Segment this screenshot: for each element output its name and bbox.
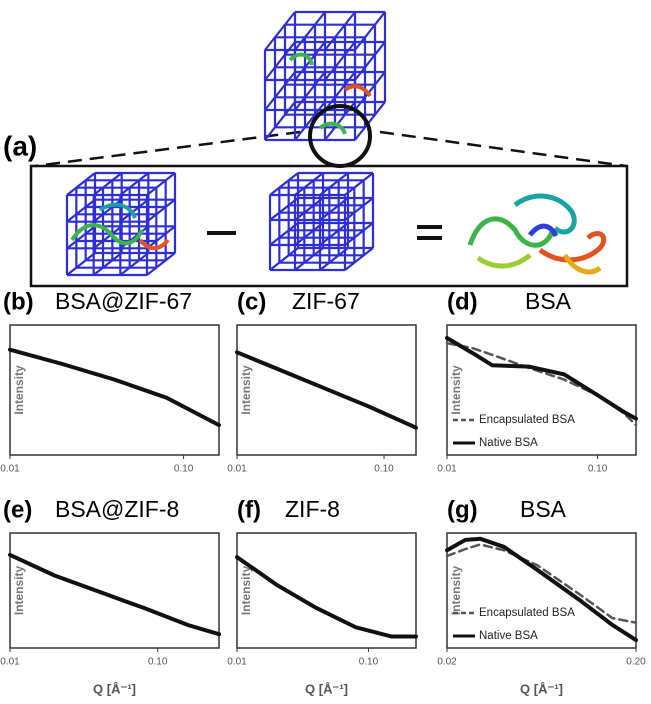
chart-title: BSA@ZIF-67 (55, 288, 192, 314)
x-axis-label: Q [Å⁻¹] (520, 681, 563, 696)
chart-title: BSA@ZIF-8 (55, 496, 179, 522)
y-axis-label: Intensity (239, 365, 253, 415)
x-tick-label: 0.01 (227, 657, 247, 668)
y-axis-label: Intensity (239, 566, 253, 616)
chart-title: ZIF-8 (285, 496, 340, 522)
y-axis-label: Intensity (449, 365, 463, 415)
panel-label: (e) (3, 496, 32, 523)
chart-title: ZIF-67 (292, 288, 360, 314)
panel-label: (g) (447, 496, 478, 523)
x-tick-label: 0.10 (588, 464, 608, 475)
panel-label: (b) (3, 288, 34, 315)
panel-label: (d) (447, 288, 478, 315)
legend-label: Native BSA (479, 437, 538, 449)
y-axis-label: Intensity (12, 365, 26, 415)
x-tick-label: 0.10 (174, 464, 194, 475)
legend-label: Native BSA (479, 630, 538, 642)
chart-title: BSA (525, 288, 572, 314)
x-tick-label: 0.01 (0, 464, 20, 475)
x-tick-label: 0.01 (227, 464, 247, 475)
y-axis-label: Intensity (449, 566, 463, 616)
legend-label: Encapsulated BSA (479, 607, 575, 619)
chart-title: BSA (520, 496, 567, 522)
x-axis-label: Q [Å⁻¹] (93, 681, 136, 696)
figure: (a) (b) BSA@ZIF-67 Intensity 0.01 0.10 (c) ZIF… (0, 0, 651, 704)
x-axis-label: Q [Å⁻¹] (305, 681, 348, 696)
y-axis-label: Intensity (12, 566, 26, 616)
panel-label: (a) (3, 130, 37, 161)
x-tick-label: 0.20 (626, 657, 646, 668)
x-tick-label: 0.10 (374, 464, 394, 475)
x-tick-label: 0.02 (437, 657, 457, 668)
legend-label: Encapsulated BSA (479, 414, 575, 426)
x-tick-label: 0.01 (437, 464, 457, 475)
x-tick-label: 0.10 (148, 657, 168, 668)
x-tick-label: 0.01 (0, 657, 20, 668)
panel-label: (c) (237, 288, 266, 315)
panel-label: (f) (237, 496, 261, 523)
x-tick-label: 0.10 (359, 657, 379, 668)
